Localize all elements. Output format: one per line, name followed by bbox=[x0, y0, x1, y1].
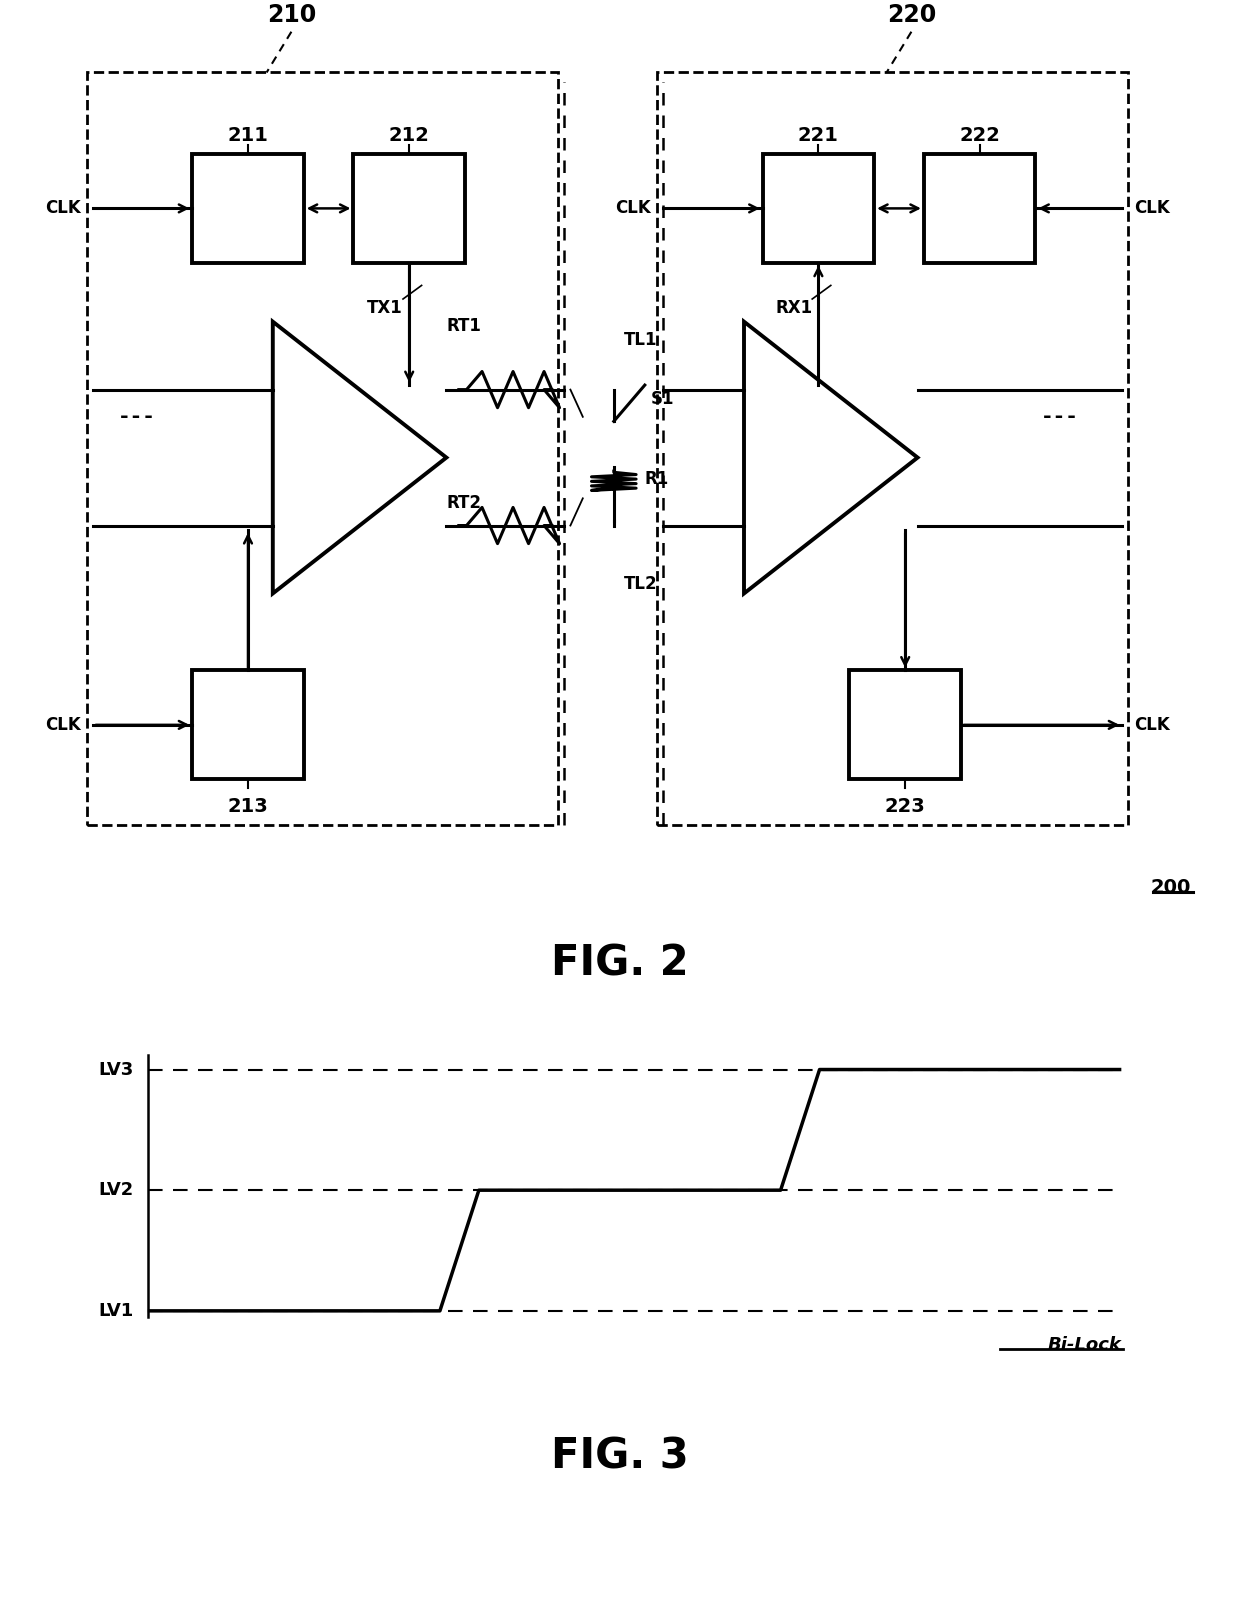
Text: RX1: RX1 bbox=[775, 299, 812, 317]
Text: LV3: LV3 bbox=[98, 1060, 133, 1079]
Text: ---: --- bbox=[1040, 406, 1079, 427]
Text: TL1: TL1 bbox=[624, 330, 657, 349]
Text: FIG. 2: FIG. 2 bbox=[552, 942, 688, 984]
Text: TL2: TL2 bbox=[624, 576, 657, 594]
Text: R1: R1 bbox=[645, 471, 670, 489]
Bar bbox=[763, 154, 874, 262]
Text: 221: 221 bbox=[799, 126, 838, 146]
Text: Bi-Lock: Bi-Lock bbox=[1048, 1335, 1121, 1354]
Text: TX1: TX1 bbox=[367, 299, 403, 317]
Bar bbox=[87, 73, 558, 825]
Bar bbox=[924, 154, 1035, 262]
Text: CLK: CLK bbox=[1135, 199, 1171, 217]
Text: CLK: CLK bbox=[615, 199, 651, 217]
Text: RT2: RT2 bbox=[446, 493, 481, 511]
Text: 220: 220 bbox=[887, 3, 936, 28]
Bar bbox=[849, 670, 961, 780]
Bar bbox=[192, 154, 304, 262]
Bar bbox=[657, 73, 1128, 825]
Text: 223: 223 bbox=[885, 798, 925, 817]
Text: RT1: RT1 bbox=[446, 317, 481, 335]
Text: 211: 211 bbox=[228, 126, 268, 146]
Text: ---: --- bbox=[118, 406, 156, 427]
Text: S1: S1 bbox=[651, 390, 675, 408]
Text: CLK: CLK bbox=[45, 199, 81, 217]
Text: FIG. 3: FIG. 3 bbox=[551, 1435, 689, 1477]
Text: 210: 210 bbox=[267, 3, 316, 28]
Bar bbox=[192, 670, 304, 780]
Text: 213: 213 bbox=[228, 798, 268, 817]
Text: 212: 212 bbox=[389, 126, 429, 146]
Text: 222: 222 bbox=[960, 126, 999, 146]
Text: CLK: CLK bbox=[45, 715, 81, 735]
Text: CLK: CLK bbox=[1135, 715, 1171, 735]
Text: LV2: LV2 bbox=[98, 1181, 133, 1199]
Bar bbox=[353, 154, 465, 262]
Text: LV1: LV1 bbox=[98, 1302, 133, 1320]
Text: 200: 200 bbox=[1149, 879, 1190, 898]
